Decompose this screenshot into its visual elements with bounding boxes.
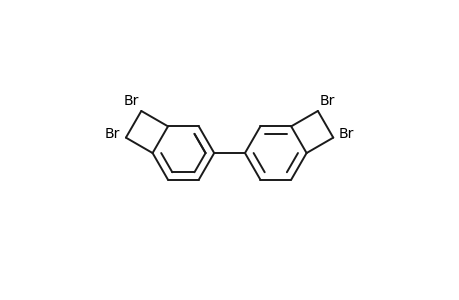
Text: Br: Br — [338, 127, 353, 141]
Text: Br: Br — [105, 127, 120, 141]
Text: Br: Br — [319, 94, 335, 108]
Text: Br: Br — [123, 94, 139, 108]
